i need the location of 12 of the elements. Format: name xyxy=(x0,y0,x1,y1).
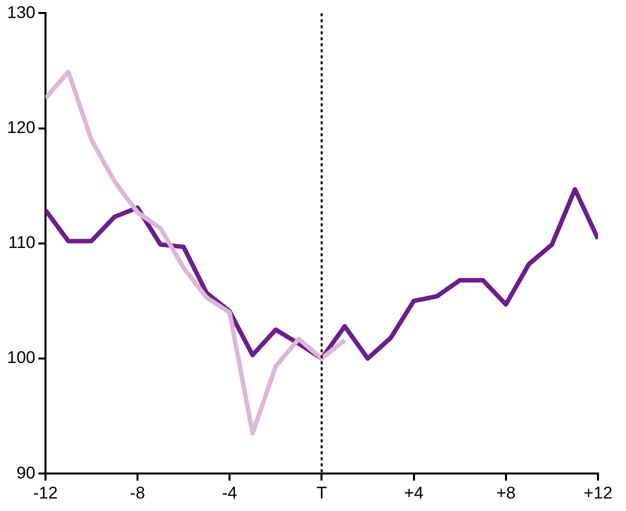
y-tick-label: 120 xyxy=(6,118,36,137)
x-tick-label: +8 xyxy=(496,483,516,502)
x-tick-label: -8 xyxy=(130,483,146,502)
x-tick-label: +4 xyxy=(404,483,424,502)
y-tick-label: 110 xyxy=(8,233,36,252)
x-tick-label: T xyxy=(316,483,327,502)
x-tick-label: -4 xyxy=(222,483,238,502)
y-tick-label: 90 xyxy=(16,463,36,482)
y-tick-label: 100 xyxy=(6,348,36,368)
y-tick-label: 130 xyxy=(6,2,36,22)
x-tick-label: +12 xyxy=(584,483,612,502)
x-tick-label: -12 xyxy=(33,483,58,502)
